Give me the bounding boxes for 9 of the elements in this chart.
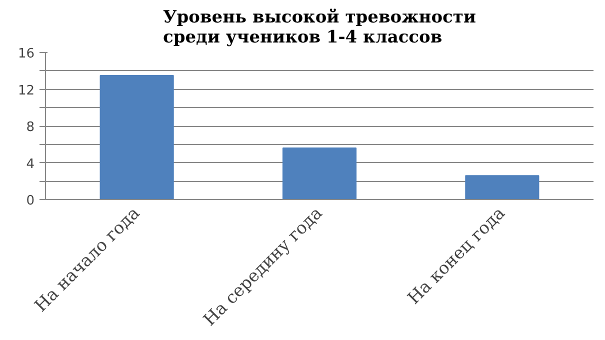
y-tick-label: 8	[26, 120, 35, 135]
y-tick-label: 4	[26, 156, 35, 172]
bar	[282, 148, 357, 200]
y-tick-label: 12	[18, 83, 35, 98]
bar	[100, 74, 174, 200]
chart-title: Уровень высокой тревожности среди учеников 1-4 классов	[162, 8, 476, 48]
y-tick-label: 16	[18, 46, 35, 62]
bar	[465, 175, 540, 200]
y-tick-label: 0	[26, 194, 35, 208]
